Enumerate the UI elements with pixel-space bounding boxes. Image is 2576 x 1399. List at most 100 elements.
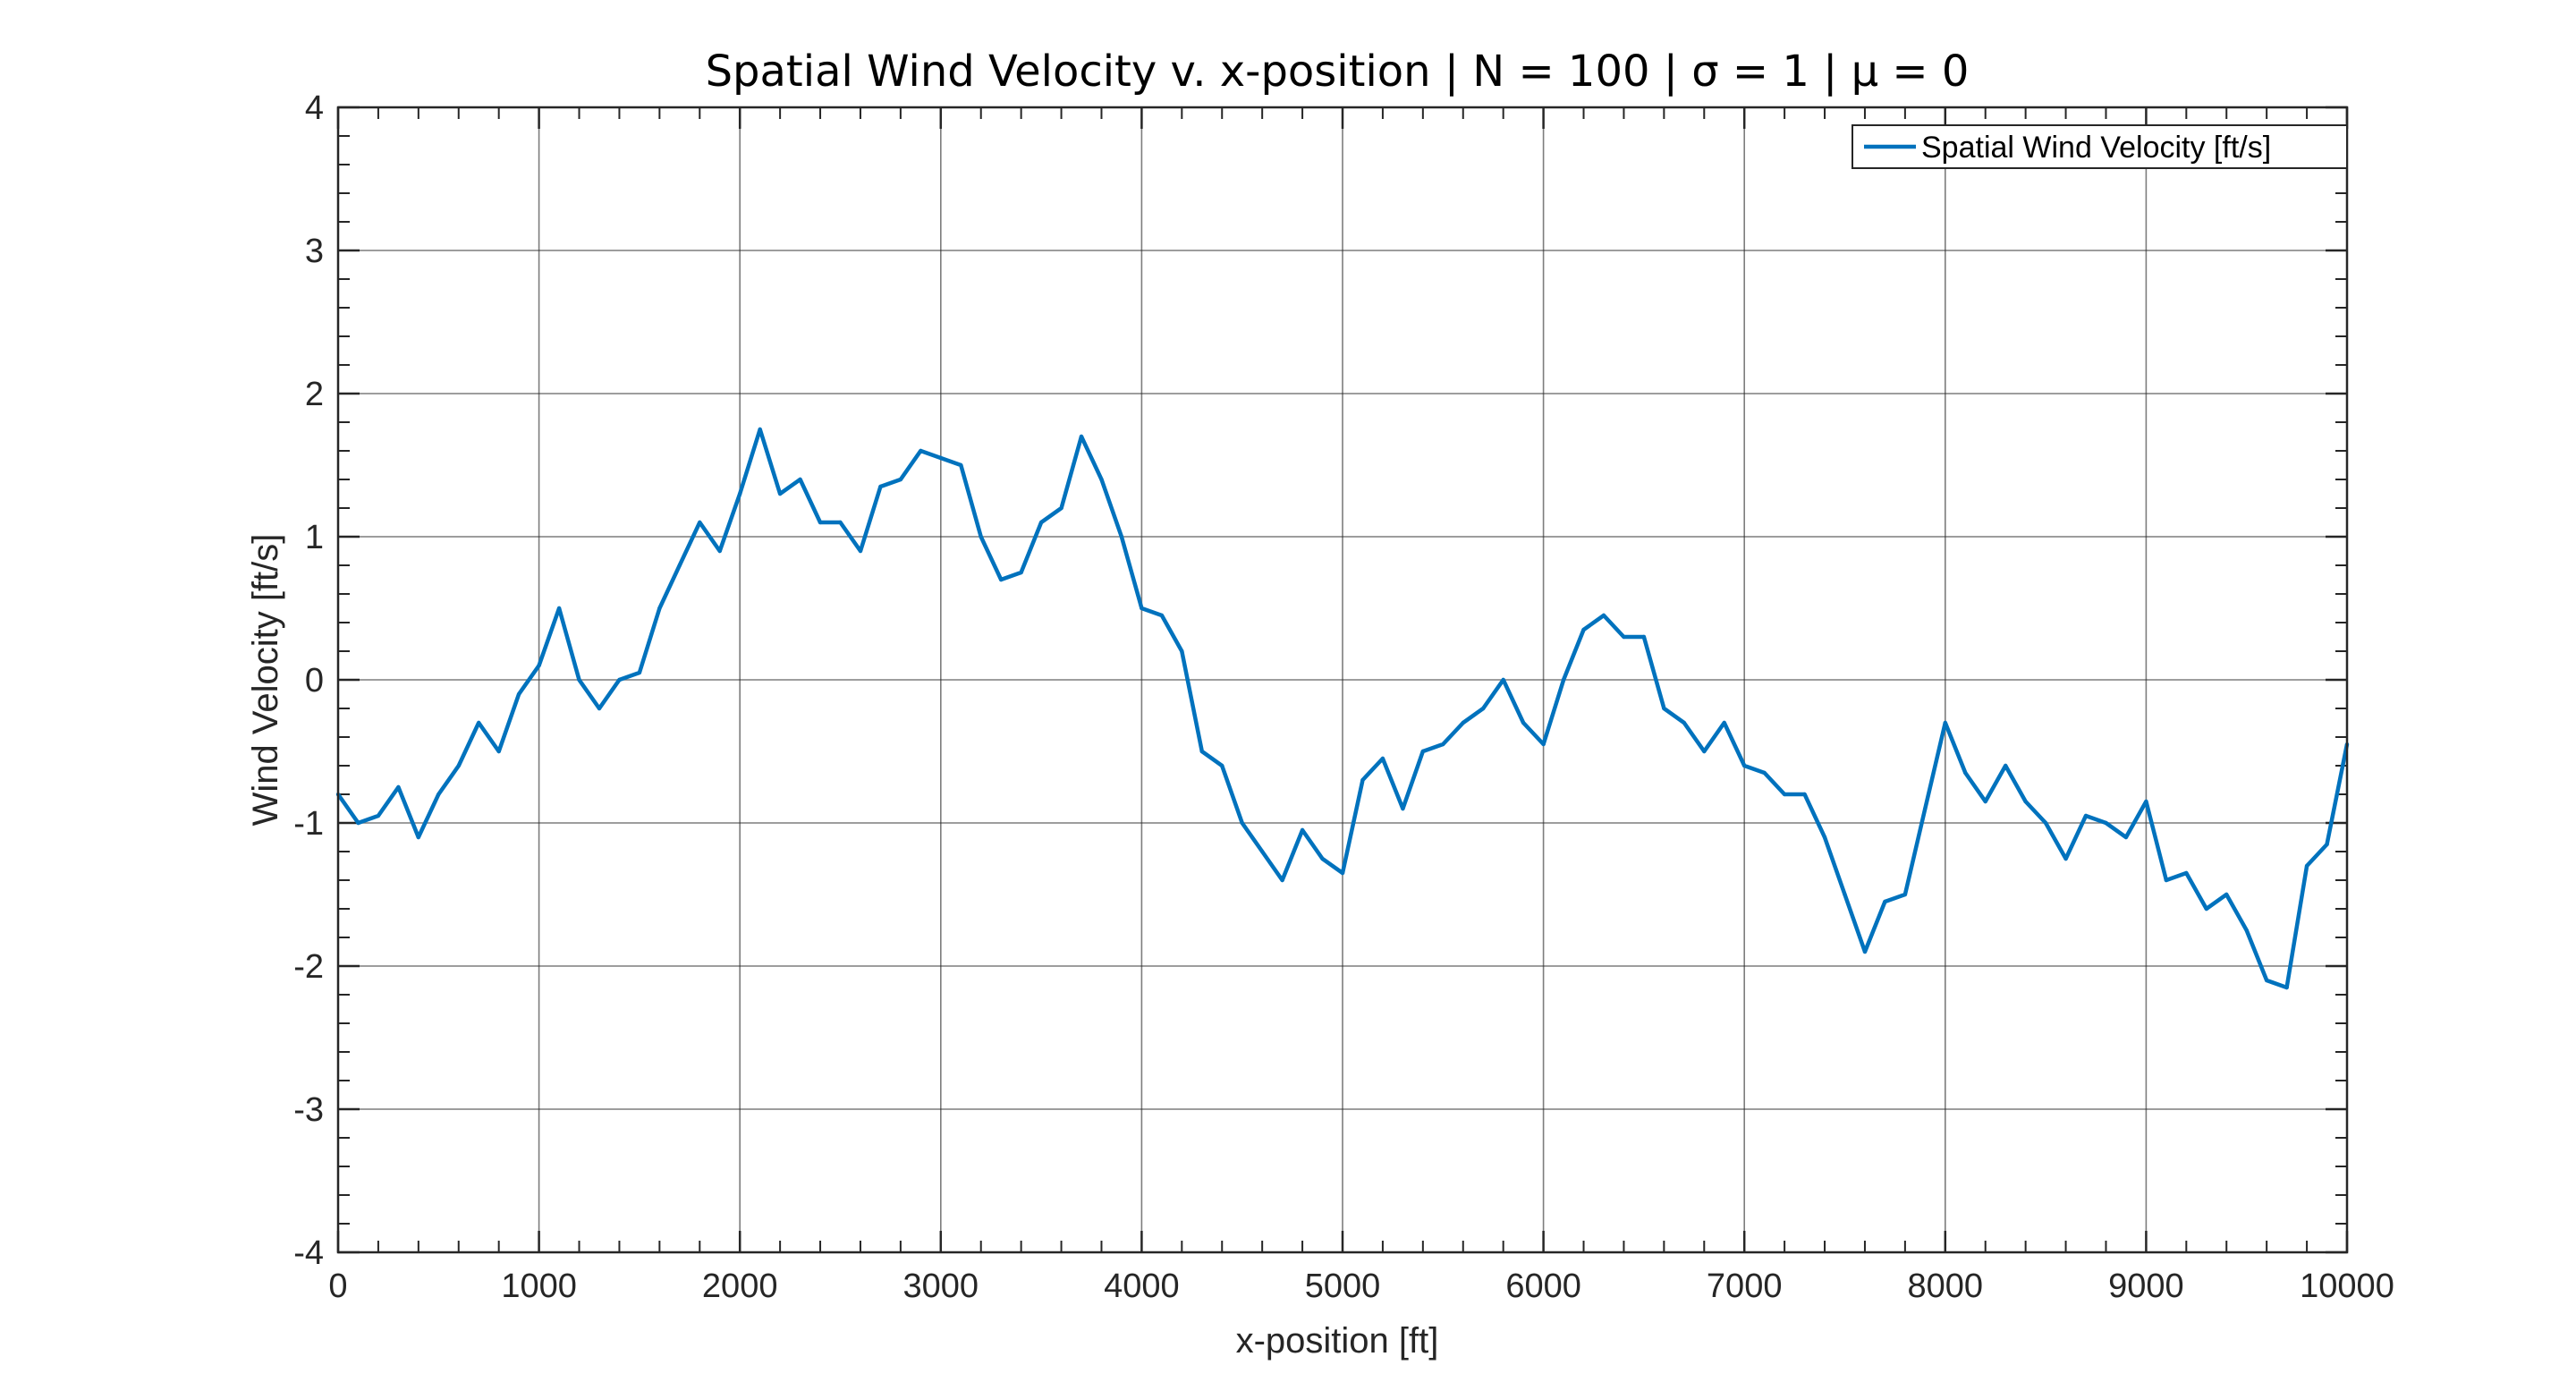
data-point — [1802, 792, 1807, 797]
data-point — [1441, 742, 1445, 747]
data-point — [496, 749, 501, 754]
data-point — [2244, 928, 2249, 933]
data-point — [717, 548, 722, 554]
data-point — [919, 448, 923, 454]
data-point — [436, 792, 441, 797]
data-point — [1822, 835, 1827, 840]
data-point — [1159, 613, 1165, 618]
data-point — [1521, 720, 1526, 725]
x-tick-label: 7000 — [1707, 1268, 1783, 1305]
data-point — [777, 491, 783, 496]
data-point — [1862, 949, 1868, 954]
y-tick-label: 4 — [305, 89, 324, 127]
x-tick-label: 6000 — [1505, 1268, 1581, 1305]
legend-box — [1852, 124, 2348, 169]
data-point — [617, 677, 622, 683]
data-point — [1662, 706, 1666, 711]
data-point — [1762, 770, 1767, 776]
chart-title: Spatial Wind Velocity v. x-position | N … — [706, 47, 1970, 97]
data-point — [1561, 677, 1566, 683]
x-tick-label: 0 — [328, 1268, 347, 1305]
data-point — [1099, 477, 1104, 482]
data-point — [2325, 842, 2329, 847]
data-point — [677, 563, 682, 568]
data-point — [1983, 799, 1987, 804]
data-point — [1340, 870, 1345, 876]
data-point — [2023, 799, 2028, 804]
grid-lines — [338, 107, 2347, 1252]
data-point — [1180, 649, 1184, 654]
data-point — [1702, 749, 1707, 754]
y-tick-label: 0 — [305, 662, 324, 700]
x-tick-labels: 0 1000 2000 3000 4000 5000 6000 7000 8000 9000 100… — [328, 1268, 2394, 1305]
series-layer — [335, 427, 2350, 990]
data-point — [1541, 742, 1546, 747]
data-point — [1601, 613, 1606, 618]
y-tick-label: -4 — [293, 1234, 324, 1272]
data-point — [2003, 763, 2008, 768]
data-point — [2224, 892, 2229, 897]
data-point — [2204, 906, 2208, 911]
y-tick-labels: -4 -3 -2 -1 0 1 2 3 4 — [293, 89, 324, 1272]
data-point — [858, 548, 863, 554]
data-point — [1501, 677, 1505, 683]
data-point — [898, 477, 903, 482]
data-point — [1963, 770, 1968, 776]
data-point — [2164, 878, 2169, 883]
data-point — [1843, 892, 1847, 897]
data-point — [959, 462, 963, 468]
data-point — [1902, 892, 1908, 897]
data-point — [1782, 792, 1787, 797]
data-point — [2144, 799, 2148, 804]
x-tick-label: 5000 — [1305, 1268, 1381, 1305]
x-tick-label: 10000 — [2300, 1268, 2394, 1305]
y-tick-label: -2 — [293, 948, 324, 986]
data-point — [2123, 835, 2129, 840]
x-tick-label: 4000 — [1104, 1268, 1180, 1305]
y-tick-label: 1 — [305, 519, 324, 556]
data-point — [1420, 749, 1426, 754]
data-point — [1140, 606, 1144, 611]
data-point — [356, 820, 360, 826]
data-point — [698, 520, 702, 525]
data-point — [1883, 899, 1887, 904]
data-point — [818, 520, 823, 525]
data-point — [1923, 806, 1928, 811]
data-point — [1380, 756, 1385, 761]
y-tick-label: 2 — [305, 376, 324, 413]
plot-frame — [336, 106, 2349, 1254]
data-point — [456, 763, 461, 768]
data-point — [1079, 434, 1084, 439]
data-point — [1401, 806, 1405, 811]
data-point — [1220, 763, 1224, 768]
data-point — [2264, 978, 2269, 983]
data-point — [1240, 820, 1244, 826]
data-point — [516, 691, 521, 697]
data-point — [1481, 706, 1486, 711]
data-point — [1742, 763, 1747, 768]
data-point — [938, 455, 944, 461]
data-point — [597, 706, 602, 711]
data-point — [2304, 863, 2309, 869]
data-point — [477, 720, 481, 725]
x-tick-label: 3000 — [903, 1268, 979, 1305]
data-point — [798, 477, 802, 482]
data-point — [1622, 634, 1626, 640]
data-point — [1641, 634, 1647, 640]
data-point — [979, 534, 983, 539]
data-point — [1199, 749, 1204, 754]
data-point — [637, 670, 642, 675]
data-point — [2184, 870, 2189, 876]
data-point — [396, 784, 401, 790]
data-point — [1259, 849, 1265, 854]
data-point — [1461, 720, 1465, 725]
data-point — [1019, 570, 1023, 575]
data-point — [1320, 856, 1325, 861]
x-tick-label: 8000 — [1908, 1268, 1984, 1305]
data-point — [2063, 856, 2068, 861]
data-point — [1360, 777, 1365, 783]
data-point — [657, 606, 662, 611]
data-point — [1119, 534, 1124, 539]
x-tick-label: 1000 — [501, 1268, 577, 1305]
